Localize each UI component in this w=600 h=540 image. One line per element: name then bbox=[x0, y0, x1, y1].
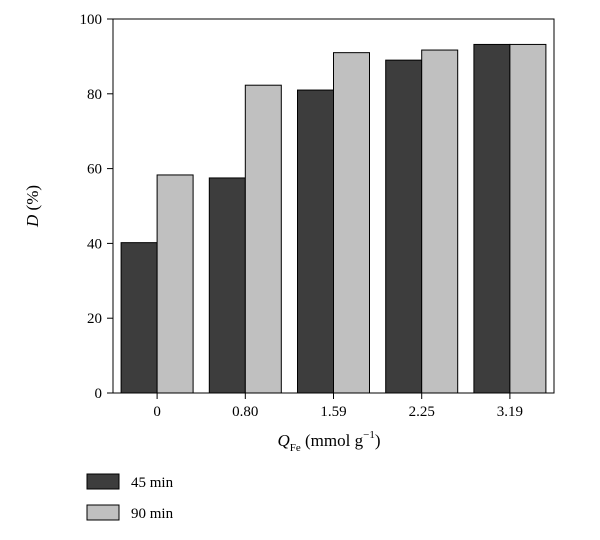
bar-90-min-1.59 bbox=[333, 52, 370, 394]
bar-90-min-3.19 bbox=[509, 43, 547, 394]
bar-90-min-0 bbox=[156, 174, 194, 394]
y-tick-label: 20 bbox=[87, 311, 102, 327]
bars-layer bbox=[120, 43, 547, 394]
y-axis: 0 20 40 60 80 100 bbox=[80, 12, 113, 402]
legend: 45 min 90 min bbox=[86, 473, 174, 522]
y-tick-label: 80 bbox=[87, 87, 102, 103]
bar-45-min-3.19 bbox=[473, 43, 511, 394]
y-tick-label: 100 bbox=[80, 12, 103, 28]
x-tick-label: 0 bbox=[153, 404, 161, 420]
legend-label-90-min: 90 min bbox=[131, 506, 174, 522]
y-tick-label: 60 bbox=[87, 162, 102, 178]
bar-45-min-0.80 bbox=[208, 177, 246, 394]
legend-label-45-min: 45 min bbox=[131, 475, 174, 491]
bar-45-min-1.59 bbox=[297, 89, 334, 394]
bar-45-min-2.25 bbox=[385, 59, 423, 394]
bar-45-min-0 bbox=[120, 242, 158, 394]
bar-90-min-0.80 bbox=[244, 84, 282, 394]
x-tick-label: 0.80 bbox=[232, 404, 258, 420]
y-tick-label: 0 bbox=[95, 386, 103, 402]
bar-90-min-2.25 bbox=[421, 49, 459, 394]
y-axis-label: D (%) bbox=[23, 185, 42, 228]
legend-swatch-45-min bbox=[86, 473, 120, 490]
x-tick-label: 2.25 bbox=[409, 404, 435, 420]
y-tick-label: 40 bbox=[87, 236, 102, 252]
x-axis-label: QFe (mmol g−1) bbox=[277, 429, 380, 454]
x-tick-label: 1.59 bbox=[320, 404, 346, 420]
x-axis: 0 0.80 1.59 2.25 3.19 bbox=[153, 393, 523, 420]
legend-swatch-90-min bbox=[86, 504, 120, 521]
x-tick-label: 3.19 bbox=[497, 404, 523, 420]
